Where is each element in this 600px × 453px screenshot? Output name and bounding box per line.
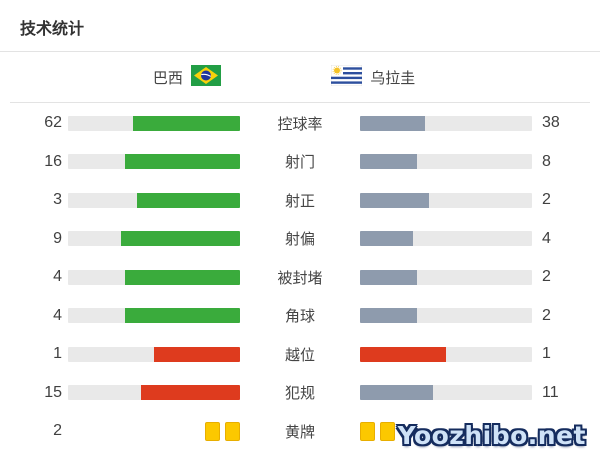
away-bar <box>360 385 532 401</box>
home-value: 9 <box>53 229 62 247</box>
yellow-card-icon <box>225 421 240 441</box>
away-value: 8 <box>542 152 551 170</box>
away-value: 2 <box>542 268 551 286</box>
stat-label: 越位 <box>284 346 315 364</box>
away-bar-fill <box>360 231 413 247</box>
panel-title: 技术统计 <box>20 21 85 38</box>
team-away: 乌拉圭 <box>331 64 600 90</box>
away-value: 4 <box>542 229 551 247</box>
brazil-flag-icon <box>190 64 221 90</box>
away-bar-fill <box>360 154 418 170</box>
stat-label: 射门 <box>284 154 315 172</box>
away-value: 38 <box>542 114 560 132</box>
header-divider <box>10 102 590 103</box>
home-bar <box>68 154 240 170</box>
home-bar-fill <box>125 154 240 170</box>
home-bar <box>68 115 240 131</box>
stat-row: 1 越位 1 <box>0 335 600 374</box>
home-value: 3 <box>53 191 62 209</box>
home-bar-fill <box>133 115 240 131</box>
title-divider <box>0 51 600 52</box>
away-bar-fill <box>360 115 426 131</box>
yellow-card-icon <box>360 421 375 441</box>
home-bar <box>68 269 240 285</box>
stat-label: 角球 <box>284 308 315 326</box>
home-value: 2 <box>53 422 62 440</box>
teams-header: 巴西 <box>0 52 600 102</box>
away-bar <box>360 231 532 247</box>
home-bar-fill <box>140 385 240 401</box>
away-bar-fill <box>360 308 418 324</box>
home-bar-fill <box>154 346 240 362</box>
away-bar <box>360 421 532 441</box>
team-away-name: 乌拉圭 <box>370 69 416 87</box>
away-bar <box>360 154 532 170</box>
home-bar <box>68 308 240 324</box>
stat-row: 62 控球率 38 <box>0 104 600 143</box>
home-value: 4 <box>53 306 62 324</box>
home-bar-fill <box>125 308 240 324</box>
home-bar <box>68 385 240 401</box>
stats-rows: 62 控球率 38 16 射门 8 3 射正 2 9 <box>0 103 600 451</box>
home-value: 4 <box>53 268 62 286</box>
yellow-card-icon <box>205 421 220 441</box>
away-bar <box>360 192 532 208</box>
uruguay-flag-icon <box>331 64 363 90</box>
stat-label: 控球率 <box>277 115 323 133</box>
home-value: 1 <box>53 345 62 363</box>
away-value: 2 <box>542 306 551 324</box>
stat-label: 黄牌 <box>284 423 315 441</box>
home-bar <box>68 192 240 208</box>
home-value: 15 <box>44 383 62 401</box>
stat-label: 犯规 <box>284 385 315 403</box>
away-bar-fill <box>360 385 433 401</box>
stat-row: 15 犯规 11 <box>0 374 600 413</box>
away-value: 1 <box>542 345 551 363</box>
team-home-name: 巴西 <box>152 69 183 87</box>
team-home: 巴西 <box>0 64 221 90</box>
stat-row: 16 射门 8 <box>0 143 600 182</box>
stat-label: 射偏 <box>284 231 315 249</box>
away-value: 11 <box>542 383 559 401</box>
away-value: 2 <box>542 191 551 209</box>
home-bar-fill <box>125 269 240 285</box>
home-bar-fill <box>136 192 240 208</box>
away-bar-fill <box>360 346 446 362</box>
home-value: 16 <box>44 152 62 170</box>
away-bar-fill <box>360 269 418 285</box>
home-bar <box>68 421 240 441</box>
watermark: Yoozhibo.net <box>397 421 586 450</box>
away-bar <box>360 269 532 285</box>
away-bar <box>360 346 532 362</box>
home-value: 62 <box>44 114 62 132</box>
stat-row: 4 被封堵 2 <box>0 258 600 297</box>
stat-label: 射正 <box>284 192 315 210</box>
stat-row: 2 黄牌 <box>0 412 600 451</box>
stat-row: 3 射正 2 <box>0 181 600 220</box>
stat-row: 9 射偏 4 <box>0 220 600 259</box>
home-bar <box>68 346 240 362</box>
home-bar-fill <box>120 231 240 247</box>
home-bar <box>68 231 240 247</box>
stat-row: 4 角球 2 <box>0 297 600 336</box>
away-bar <box>360 308 532 324</box>
stat-label: 被封堵 <box>277 269 323 287</box>
yellow-card-icon <box>380 421 395 441</box>
away-bar <box>360 115 532 131</box>
away-bar-fill <box>360 192 429 208</box>
